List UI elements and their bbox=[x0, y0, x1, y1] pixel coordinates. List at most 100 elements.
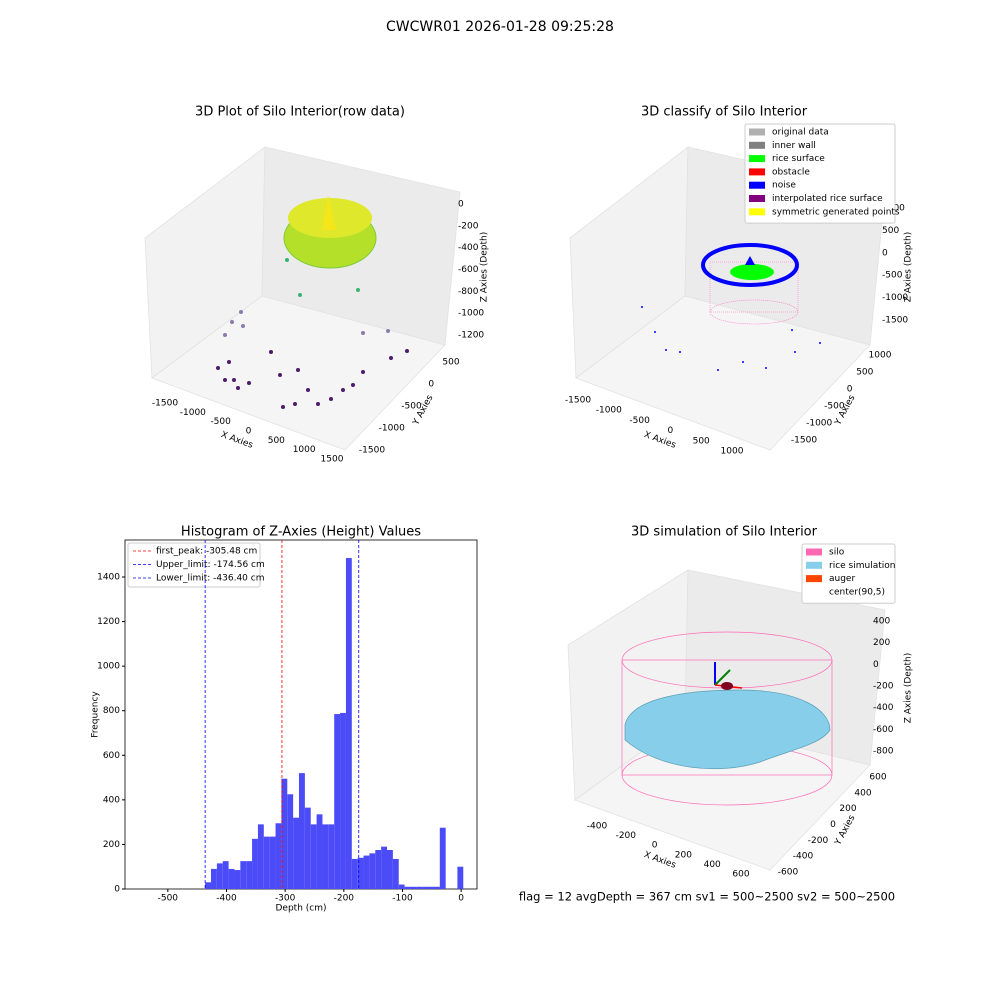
bar bbox=[369, 853, 376, 889]
legend-swatch bbox=[749, 195, 765, 202]
bar bbox=[392, 858, 399, 889]
z-tick-label: 500 bbox=[882, 226, 899, 236]
legend-swatch bbox=[749, 181, 765, 189]
legend-box bbox=[744, 123, 896, 224]
y-tick-label: -600 bbox=[778, 868, 799, 878]
bar bbox=[275, 823, 282, 889]
y-tick-label: 400 bbox=[854, 788, 871, 798]
bar bbox=[299, 773, 305, 889]
y-tick-label: 1000 bbox=[869, 351, 892, 361]
x-tick-label: -400 bbox=[587, 822, 608, 832]
bar bbox=[287, 794, 294, 889]
legend-box bbox=[127, 542, 261, 588]
legend-label: rice surface bbox=[772, 154, 825, 164]
x-tick-label: -100 bbox=[392, 894, 413, 904]
legend-box bbox=[801, 543, 896, 604]
bar bbox=[310, 824, 317, 889]
y-tick-label: 200 bbox=[103, 840, 120, 850]
y-axis-label: Y Axies bbox=[833, 813, 858, 848]
figure-title: CWCWR01 2026-01-28 09:25:28 bbox=[386, 19, 614, 35]
y-tick-label: 200 bbox=[839, 804, 856, 814]
bar bbox=[375, 849, 382, 889]
legend-swatch bbox=[749, 208, 765, 216]
z-tick-label: -600 bbox=[458, 265, 479, 275]
x-tick-label: -500 bbox=[629, 416, 650, 426]
z-tick-label: -1200 bbox=[458, 331, 484, 341]
y-tick-label: -1500 bbox=[791, 436, 817, 446]
bar bbox=[257, 824, 264, 889]
bar bbox=[334, 714, 341, 889]
bar bbox=[328, 824, 335, 889]
bar bbox=[422, 886, 429, 889]
z-tick-label: -400 bbox=[873, 703, 894, 713]
bar bbox=[263, 836, 270, 889]
z-tick-label: 400 bbox=[873, 617, 890, 627]
bar bbox=[416, 886, 423, 889]
z-tick-label: 0 bbox=[882, 248, 888, 258]
z-axis-label: Z Axies (Depth) bbox=[904, 653, 914, 724]
y-tick-label: 600 bbox=[869, 773, 886, 783]
legend-label: auger bbox=[829, 574, 855, 584]
bar bbox=[216, 863, 223, 889]
z-tick-label: 0 bbox=[458, 200, 464, 210]
legend-swatch bbox=[806, 561, 822, 569]
y-tick-label: 1000 bbox=[97, 662, 120, 672]
x-axis-label: X Axies bbox=[642, 850, 677, 871]
x-tick-label: 0 bbox=[246, 427, 252, 437]
z-axis-label: Z Axies (Depth) bbox=[480, 232, 490, 303]
y-tick-label: -500 bbox=[824, 402, 845, 412]
x-tick-label: 1000 bbox=[721, 447, 744, 457]
legend-swatch bbox=[749, 155, 765, 163]
bar bbox=[222, 861, 229, 889]
bar bbox=[457, 866, 464, 889]
z-tick-label: -200 bbox=[873, 682, 894, 692]
x-tick-label: -1000 bbox=[180, 408, 206, 418]
legend-swatch bbox=[806, 575, 822, 583]
x-tick-label: -200 bbox=[334, 894, 355, 904]
bar bbox=[345, 558, 352, 889]
x-axis-label: Depth (cm) bbox=[275, 904, 326, 914]
legend-label: rice simulation bbox=[829, 561, 895, 571]
y-tick-label: -1000 bbox=[379, 424, 405, 434]
bar bbox=[316, 814, 323, 889]
legend-swatch bbox=[749, 141, 765, 149]
bar bbox=[252, 838, 258, 889]
z-tick-label: -200 bbox=[458, 221, 479, 231]
y-tick-label: 800 bbox=[103, 706, 120, 716]
x-tick-label: -1500 bbox=[152, 399, 178, 409]
y-tick-label: 0 bbox=[428, 380, 434, 390]
footer-text: flag = 12 avgDepth = 367 cm sv1 = 500~25… bbox=[519, 890, 895, 904]
legend-swatch bbox=[806, 588, 822, 596]
y-tick-label: -200 bbox=[808, 836, 829, 846]
z-tick-label: 200 bbox=[873, 638, 890, 648]
x-tick-label: -500 bbox=[210, 417, 231, 427]
bar bbox=[404, 886, 411, 889]
bar bbox=[357, 857, 364, 889]
legend-label: interpolated rice surface bbox=[772, 194, 883, 204]
x-tick-label: 200 bbox=[675, 850, 692, 860]
x-tick-label: -400 bbox=[216, 894, 237, 904]
x-tick-label: -200 bbox=[616, 831, 637, 841]
y-tick-label: 400 bbox=[103, 795, 120, 805]
x-tick-label: 0 bbox=[668, 426, 674, 436]
y-axis-label: Frequency bbox=[91, 691, 101, 738]
z-tick-label: -1000 bbox=[882, 293, 908, 303]
z-tick-label: -500 bbox=[882, 271, 903, 281]
x-tick-label: 1500 bbox=[321, 455, 344, 465]
panel-title: 3D Plot of Silo Interior(row data) bbox=[195, 105, 405, 120]
legend-label: noise bbox=[772, 181, 796, 191]
x-tick-label: 400 bbox=[704, 860, 721, 870]
y-tick-label: 0 bbox=[114, 885, 120, 895]
legend-swatch bbox=[749, 168, 765, 176]
bar bbox=[205, 882, 212, 889]
panel-title: 3D simulation of Silo Interior bbox=[631, 525, 818, 540]
y-tick-label: 1400 bbox=[97, 572, 120, 582]
y-tick-label: -1000 bbox=[806, 419, 832, 429]
z-tick-label: -800 bbox=[873, 747, 894, 757]
legend-label: center(90,5) bbox=[829, 587, 885, 597]
panel-title: 3D classify of Silo Interior bbox=[641, 105, 808, 120]
legend-label: obstacle bbox=[772, 167, 810, 177]
y-tick-label: 0 bbox=[830, 820, 836, 830]
x-tick-label: -1500 bbox=[565, 396, 591, 406]
